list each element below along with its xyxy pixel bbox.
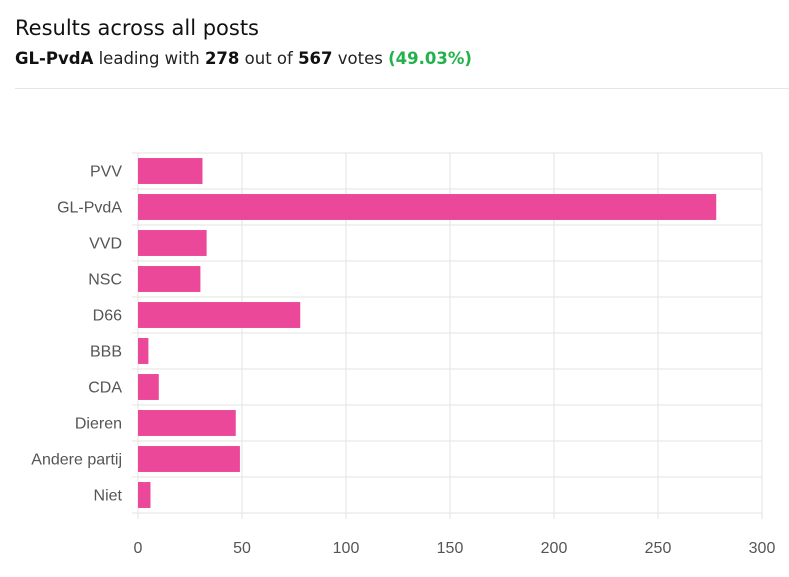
leader-percentage: (49.03%) xyxy=(388,49,472,68)
category-label: Andere partij xyxy=(31,452,122,469)
out-of-text: out of xyxy=(244,49,293,68)
bar xyxy=(138,338,149,364)
bar xyxy=(138,230,207,256)
category-label: BBB xyxy=(90,344,122,361)
category-label: Niet xyxy=(94,488,123,505)
page-title: Results across all posts xyxy=(15,16,260,40)
bar xyxy=(138,446,240,472)
category-label: CDA xyxy=(88,380,122,397)
bar xyxy=(138,410,236,436)
bar xyxy=(138,302,301,328)
votes-word: votes xyxy=(337,49,383,68)
x-tick-label: 150 xyxy=(437,540,464,557)
header-divider xyxy=(15,88,789,89)
category-label: GL-PvdA xyxy=(57,200,122,217)
leader-votes: 278 xyxy=(204,49,240,68)
category-label: NSC xyxy=(88,272,122,289)
leading-with-text: leading with xyxy=(98,49,200,68)
x-tick-label: 100 xyxy=(333,540,360,557)
x-tick-label: 50 xyxy=(233,540,251,557)
leader-name: GL-PvdA xyxy=(15,49,94,68)
x-tick-label: 250 xyxy=(645,540,672,557)
bar xyxy=(138,266,201,292)
results-summary: GL-PvdA leading with 278 out of 567 vote… xyxy=(15,48,789,70)
x-tick-label: 300 xyxy=(749,540,776,557)
category-label: VVD xyxy=(89,236,122,253)
bar xyxy=(138,374,159,400)
results-header: Results across all posts GL-PvdA leading… xyxy=(15,14,789,70)
total-votes: 567 xyxy=(298,49,333,68)
bar xyxy=(138,194,717,220)
x-tick-label: 0 xyxy=(134,540,143,557)
category-label: PVV xyxy=(90,164,122,181)
bar xyxy=(138,482,151,508)
category-label: Dieren xyxy=(75,416,122,433)
bar xyxy=(138,158,203,184)
x-tick-label: 200 xyxy=(541,540,568,557)
category-label: D66 xyxy=(93,308,122,325)
